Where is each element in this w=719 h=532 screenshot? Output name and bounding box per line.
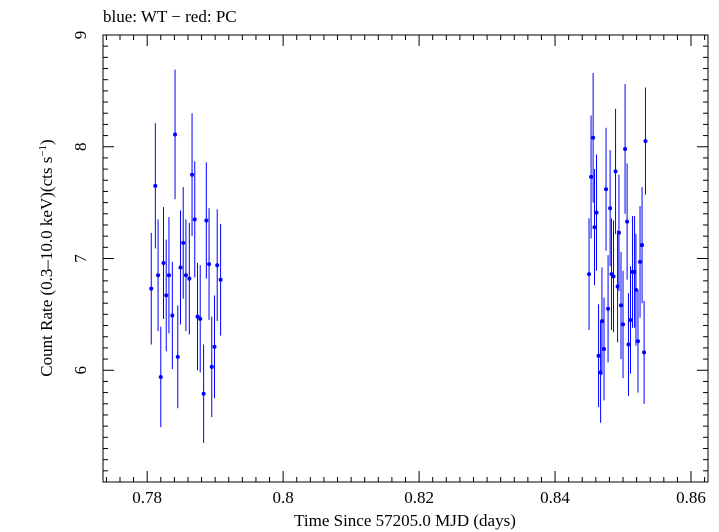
x-tick-label: 0.82 [404, 488, 434, 507]
data-point [633, 287, 638, 292]
data-points [149, 69, 648, 443]
data-point [635, 339, 640, 344]
data-point [623, 146, 628, 151]
y-axis-label-main: Count Rate (0.3–10.0 keV)(cts s [37, 157, 56, 377]
data-point [218, 277, 223, 282]
data-point [149, 286, 154, 291]
x-axis-label: Time Since 57205.0 MJD (days) [294, 511, 516, 530]
data-point [638, 259, 643, 264]
data-point [181, 240, 186, 245]
data-point [643, 139, 648, 144]
chart-title: blue: WT − red: PC [103, 7, 237, 26]
axis-ticks: 0.78 0.8 0.82 0.84 0.86 6 7 8 9 [71, 31, 708, 507]
data-point [198, 316, 203, 321]
data-point [604, 187, 609, 192]
y-tick-label: 6 [71, 366, 90, 375]
data-point [601, 347, 606, 352]
y-axis-label-end: ) [37, 139, 56, 145]
data-point [209, 364, 214, 369]
data-point [625, 219, 630, 224]
data-point [215, 263, 220, 268]
data-point [204, 218, 209, 223]
data-point [164, 293, 169, 298]
data-point [599, 319, 604, 324]
data-point [158, 374, 163, 379]
data-point [212, 344, 217, 349]
y-tick-label: 7 [71, 254, 90, 263]
data-point [587, 272, 592, 277]
y-axis-label-superscript: −1 [37, 145, 49, 157]
data-point [642, 350, 647, 355]
data-point [195, 314, 200, 319]
data-point [596, 353, 601, 358]
data-point [175, 354, 180, 359]
data-point [166, 273, 171, 278]
data-point [640, 243, 645, 248]
data-point [613, 169, 618, 174]
data-point [621, 322, 626, 327]
data-point [618, 303, 623, 308]
y-tick-label: 9 [71, 31, 90, 40]
data-point [153, 183, 158, 188]
data-point [190, 172, 195, 177]
x-tick-label: 0.86 [676, 488, 706, 507]
data-point [592, 225, 597, 230]
data-point [201, 391, 206, 396]
y-axis-label: Count Rate (0.3–10.0 keV)(cts s−1) [37, 139, 56, 376]
data-point [183, 273, 188, 278]
data-point [606, 306, 611, 311]
data-point [156, 273, 161, 278]
data-point [611, 274, 616, 279]
data-point [608, 206, 613, 211]
data-point [589, 174, 594, 179]
data-point [178, 265, 183, 270]
data-point [170, 313, 175, 318]
data-point [628, 317, 633, 322]
data-point [173, 132, 178, 137]
data-point [187, 276, 192, 281]
data-point [626, 342, 631, 347]
x-tick-label: 0.84 [540, 488, 570, 507]
y-tick-label: 8 [71, 143, 90, 152]
data-point [594, 210, 599, 215]
data-point [192, 217, 197, 222]
data-point [616, 230, 621, 235]
data-point [161, 260, 166, 265]
data-point [591, 135, 596, 140]
data-point [207, 262, 212, 267]
x-tick-label: 0.8 [273, 488, 294, 507]
x-tick-label: 0.78 [132, 488, 162, 507]
